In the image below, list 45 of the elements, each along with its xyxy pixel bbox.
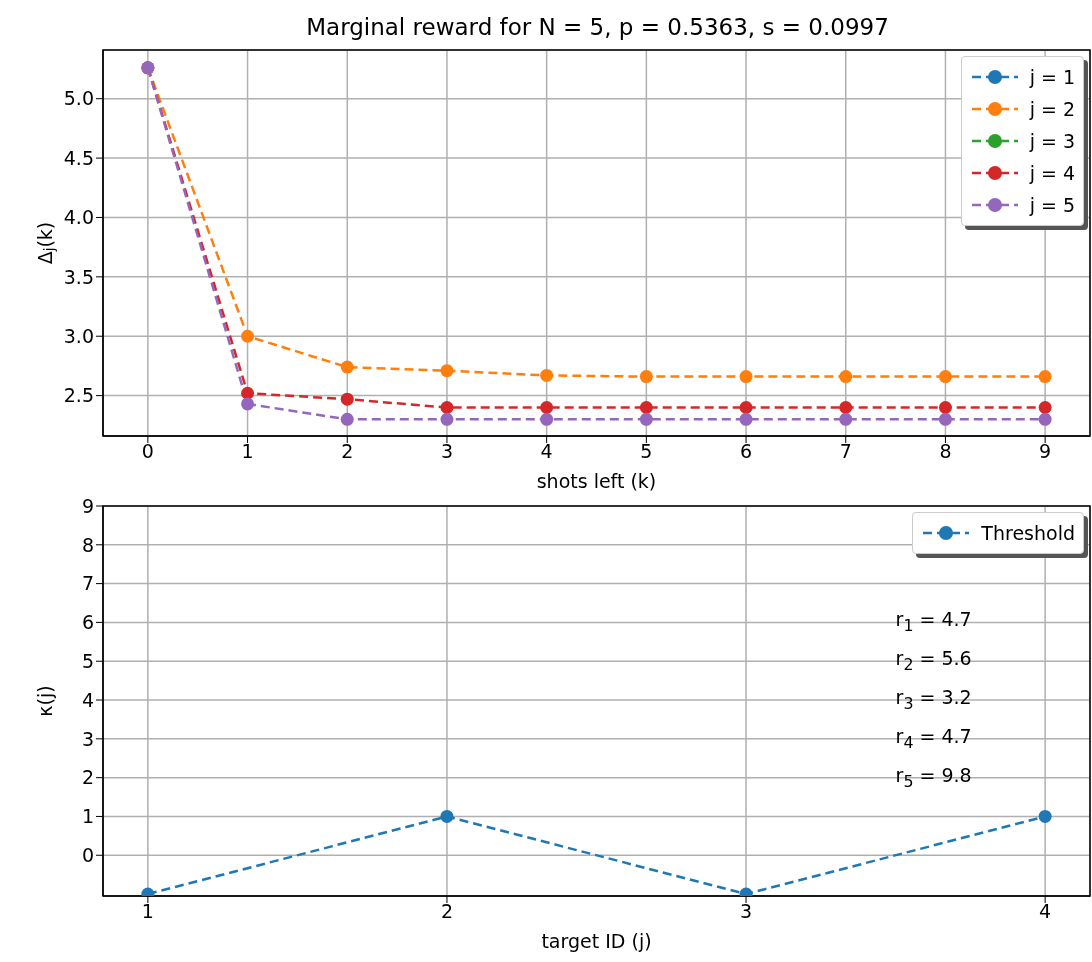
y-tick-label: 3.0 (63, 324, 94, 347)
x-tick-label: 4 (1039, 900, 1052, 923)
y-tick-label: 8 (81, 533, 94, 556)
x-tick-label: 3 (740, 900, 753, 923)
legend-label: j = 1 (1029, 66, 1075, 88)
annotation: r$_{1}$ = 4.7 (895, 608, 972, 636)
y-tick-label: 0 (81, 844, 94, 866)
x-axis-title: target ID (j) (541, 929, 652, 952)
x-tick-label: 0 (141, 440, 154, 463)
annotation: r$_{5}$ = 9.8 (895, 763, 972, 791)
x-tick-label: 6 (740, 440, 753, 463)
x-tick-label: 7 (839, 440, 852, 463)
legend-label: j = 3 (1029, 130, 1075, 152)
y-tick-label: 3 (81, 727, 94, 750)
x-tick-label: 1 (141, 900, 154, 923)
x-axis-title: shots left (k) (536, 469, 657, 492)
x-tick-label: 2 (341, 440, 354, 463)
y-tick-label: 5.0 (63, 87, 94, 110)
y-tick-label: 9 (81, 494, 94, 517)
y-tick-label: 6 (81, 611, 94, 634)
annotation: r$_{2}$ = 5.6 (895, 647, 972, 675)
legend-label: j = 4 (1029, 162, 1075, 184)
y-tick-label: 3.5 (63, 265, 94, 288)
chart-title: Marginal reward for N = 5, p = 0.5363, s = 0.0997 (305, 13, 890, 42)
y-tick-label: 7 (81, 572, 94, 595)
x-tick-label: 3 (440, 440, 453, 463)
legend-label: j = 2 (1029, 98, 1075, 120)
legend-label: j = 5 (1029, 194, 1075, 216)
y-tick-label: 2.5 (63, 384, 94, 407)
y-axis-title: κ(j) (33, 685, 56, 717)
x-tick-label: 5 (640, 440, 653, 463)
x-tick-label: 1 (241, 440, 254, 463)
y-tick-label: 4.0 (63, 206, 94, 229)
x-tick-label: 8 (939, 440, 952, 463)
annotation: r$_{4}$ = 4.7 (895, 724, 972, 752)
x-tick-label: 4 (540, 440, 553, 463)
x-tick-label: 2 (440, 900, 453, 923)
y-tick-label: 2 (81, 766, 94, 789)
x-tick-label: 9 (1039, 440, 1052, 463)
legend-label: Threshold (981, 522, 1075, 544)
y-tick-label: 1 (81, 805, 94, 828)
y-tick-label: 4 (81, 688, 94, 711)
annotation: r$_{3}$ = 3.2 (895, 686, 972, 713)
y-tick-label: 5 (81, 649, 94, 672)
y-tick-label: 4.5 (63, 146, 94, 169)
